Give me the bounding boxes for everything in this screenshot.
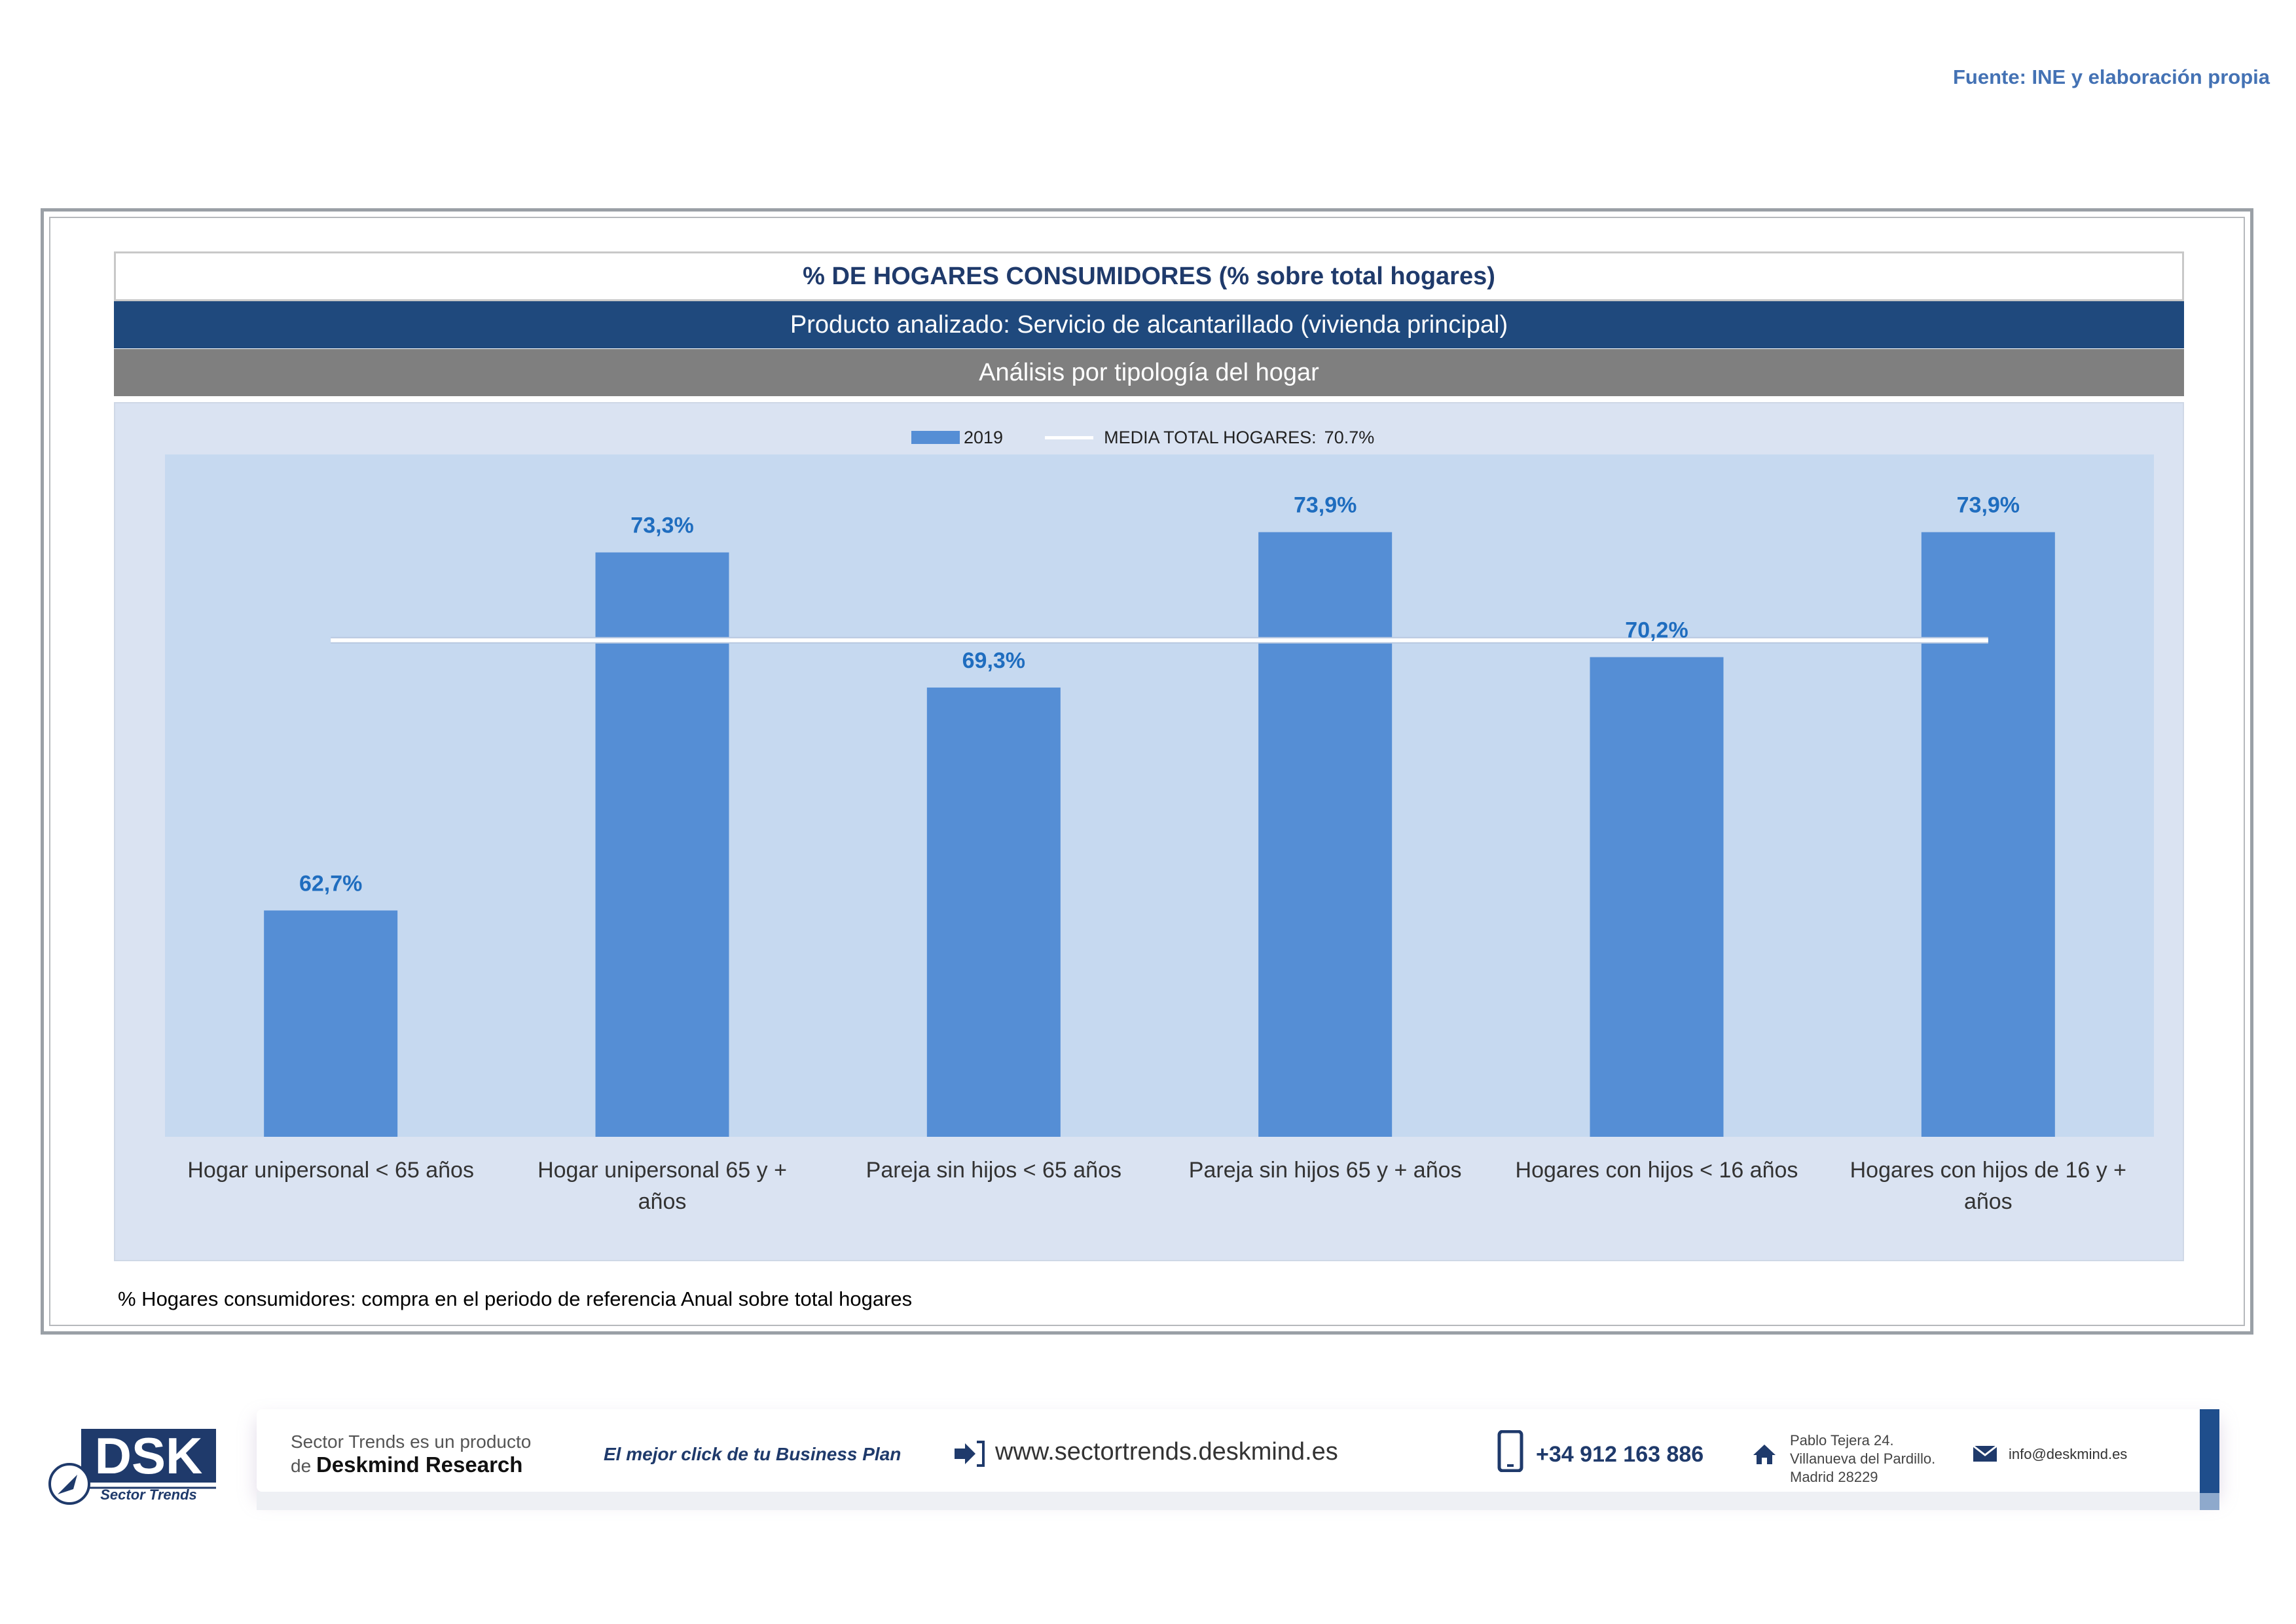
data-label: 70,2% (1625, 618, 1688, 643)
chart-footnote: % Hogares consumidores: compra en el per… (118, 1287, 913, 1310)
x-tick-label: Pareja sin hijos < 65 años (866, 1158, 1121, 1183)
plot-area (165, 454, 2154, 1137)
address-line-1: Pablo Tejera 24. (1790, 1432, 1894, 1449)
bar (264, 910, 398, 1137)
footer-phone[interactable]: +34 912 163 886 (1536, 1442, 1704, 1467)
footer-slogan: El mejor click de tu Business Plan (604, 1444, 902, 1464)
data-label: 73,3% (630, 513, 693, 538)
report-frame (41, 208, 2253, 1335)
address-line-3: Madrid 28229 (1790, 1469, 1878, 1485)
bar (595, 552, 729, 1137)
legend-line-label: MEDIA TOTAL HOGARES: (1104, 427, 1317, 447)
legend-line-value: 70.7% (1324, 427, 1375, 447)
legend-line-swatch (1045, 435, 1094, 439)
product-banner: Producto analizado: Servicio de alcantar… (114, 301, 2184, 348)
legend-bar-label: 2019 (964, 427, 1004, 447)
address-line-2: Villanueva del Pardillo. (1790, 1450, 1936, 1467)
x-tick-label: años (1964, 1189, 2013, 1214)
footer-product-line: Sector Trends es un producto (291, 1431, 532, 1452)
logo-subtitle: Sector Trends (100, 1486, 197, 1503)
login-arrow-icon (955, 1441, 985, 1467)
footer-card (257, 1409, 2219, 1492)
footer-accent-bar-light (2200, 1493, 2219, 1510)
bar (926, 687, 1061, 1137)
legend-bar-swatch (911, 431, 960, 444)
home-icon (1753, 1445, 1776, 1464)
x-tick-label: Hogares con hijos de 16 y + (1850, 1158, 2126, 1183)
footer-address: Pablo Tejera 24. Villanueva del Pardillo… (1790, 1431, 1935, 1486)
footer-website-link[interactable]: www.sectortrends.deskmind.es (995, 1438, 1338, 1466)
x-tick-label: Hogar unipersonal < 65 años (187, 1158, 474, 1183)
analysis-banner: Análisis por tipología del hogar (114, 349, 2184, 396)
source-note: Fuente: INE y elaboración propia (1952, 65, 2270, 88)
x-tick-label: años (638, 1189, 687, 1214)
phone-icon (1497, 1430, 1523, 1472)
data-label: 73,9% (1294, 493, 1357, 518)
logo-text: DSK (95, 1427, 203, 1485)
footer-brand: Deskmind Research (316, 1452, 523, 1477)
chart-legend: 2019 MEDIA TOTAL HOGARES: 70.7% (911, 426, 1374, 449)
dsk-logo: DSK Sector Trends (48, 1427, 216, 1505)
footer-accent-bar (2200, 1409, 2219, 1493)
x-tick-label: Hogares con hijos < 16 años (1516, 1158, 1798, 1183)
footer-email[interactable]: info@deskmind.es (2009, 1446, 2128, 1462)
footer-brand-prefix: de (291, 1456, 316, 1476)
data-label: 62,7% (299, 871, 362, 896)
chart-title: % DE HOGARES CONSUMIDORES (% sobre total… (114, 251, 2184, 301)
data-label: 69,3% (962, 648, 1025, 673)
x-tick-label: Pareja sin hijos 65 y + años (1189, 1158, 1462, 1183)
bar (1258, 532, 1393, 1137)
data-label: 73,9% (1957, 493, 2020, 518)
footer-strip (257, 1492, 2219, 1510)
bar (1921, 532, 2055, 1137)
x-tick-label: Hogar unipersonal 65 y + (538, 1158, 787, 1183)
bar (1590, 657, 1724, 1137)
report-inner-frame (49, 217, 2245, 1326)
email-icon (1973, 1445, 1997, 1462)
footer-brand-line: de Deskmind Research (291, 1452, 522, 1477)
